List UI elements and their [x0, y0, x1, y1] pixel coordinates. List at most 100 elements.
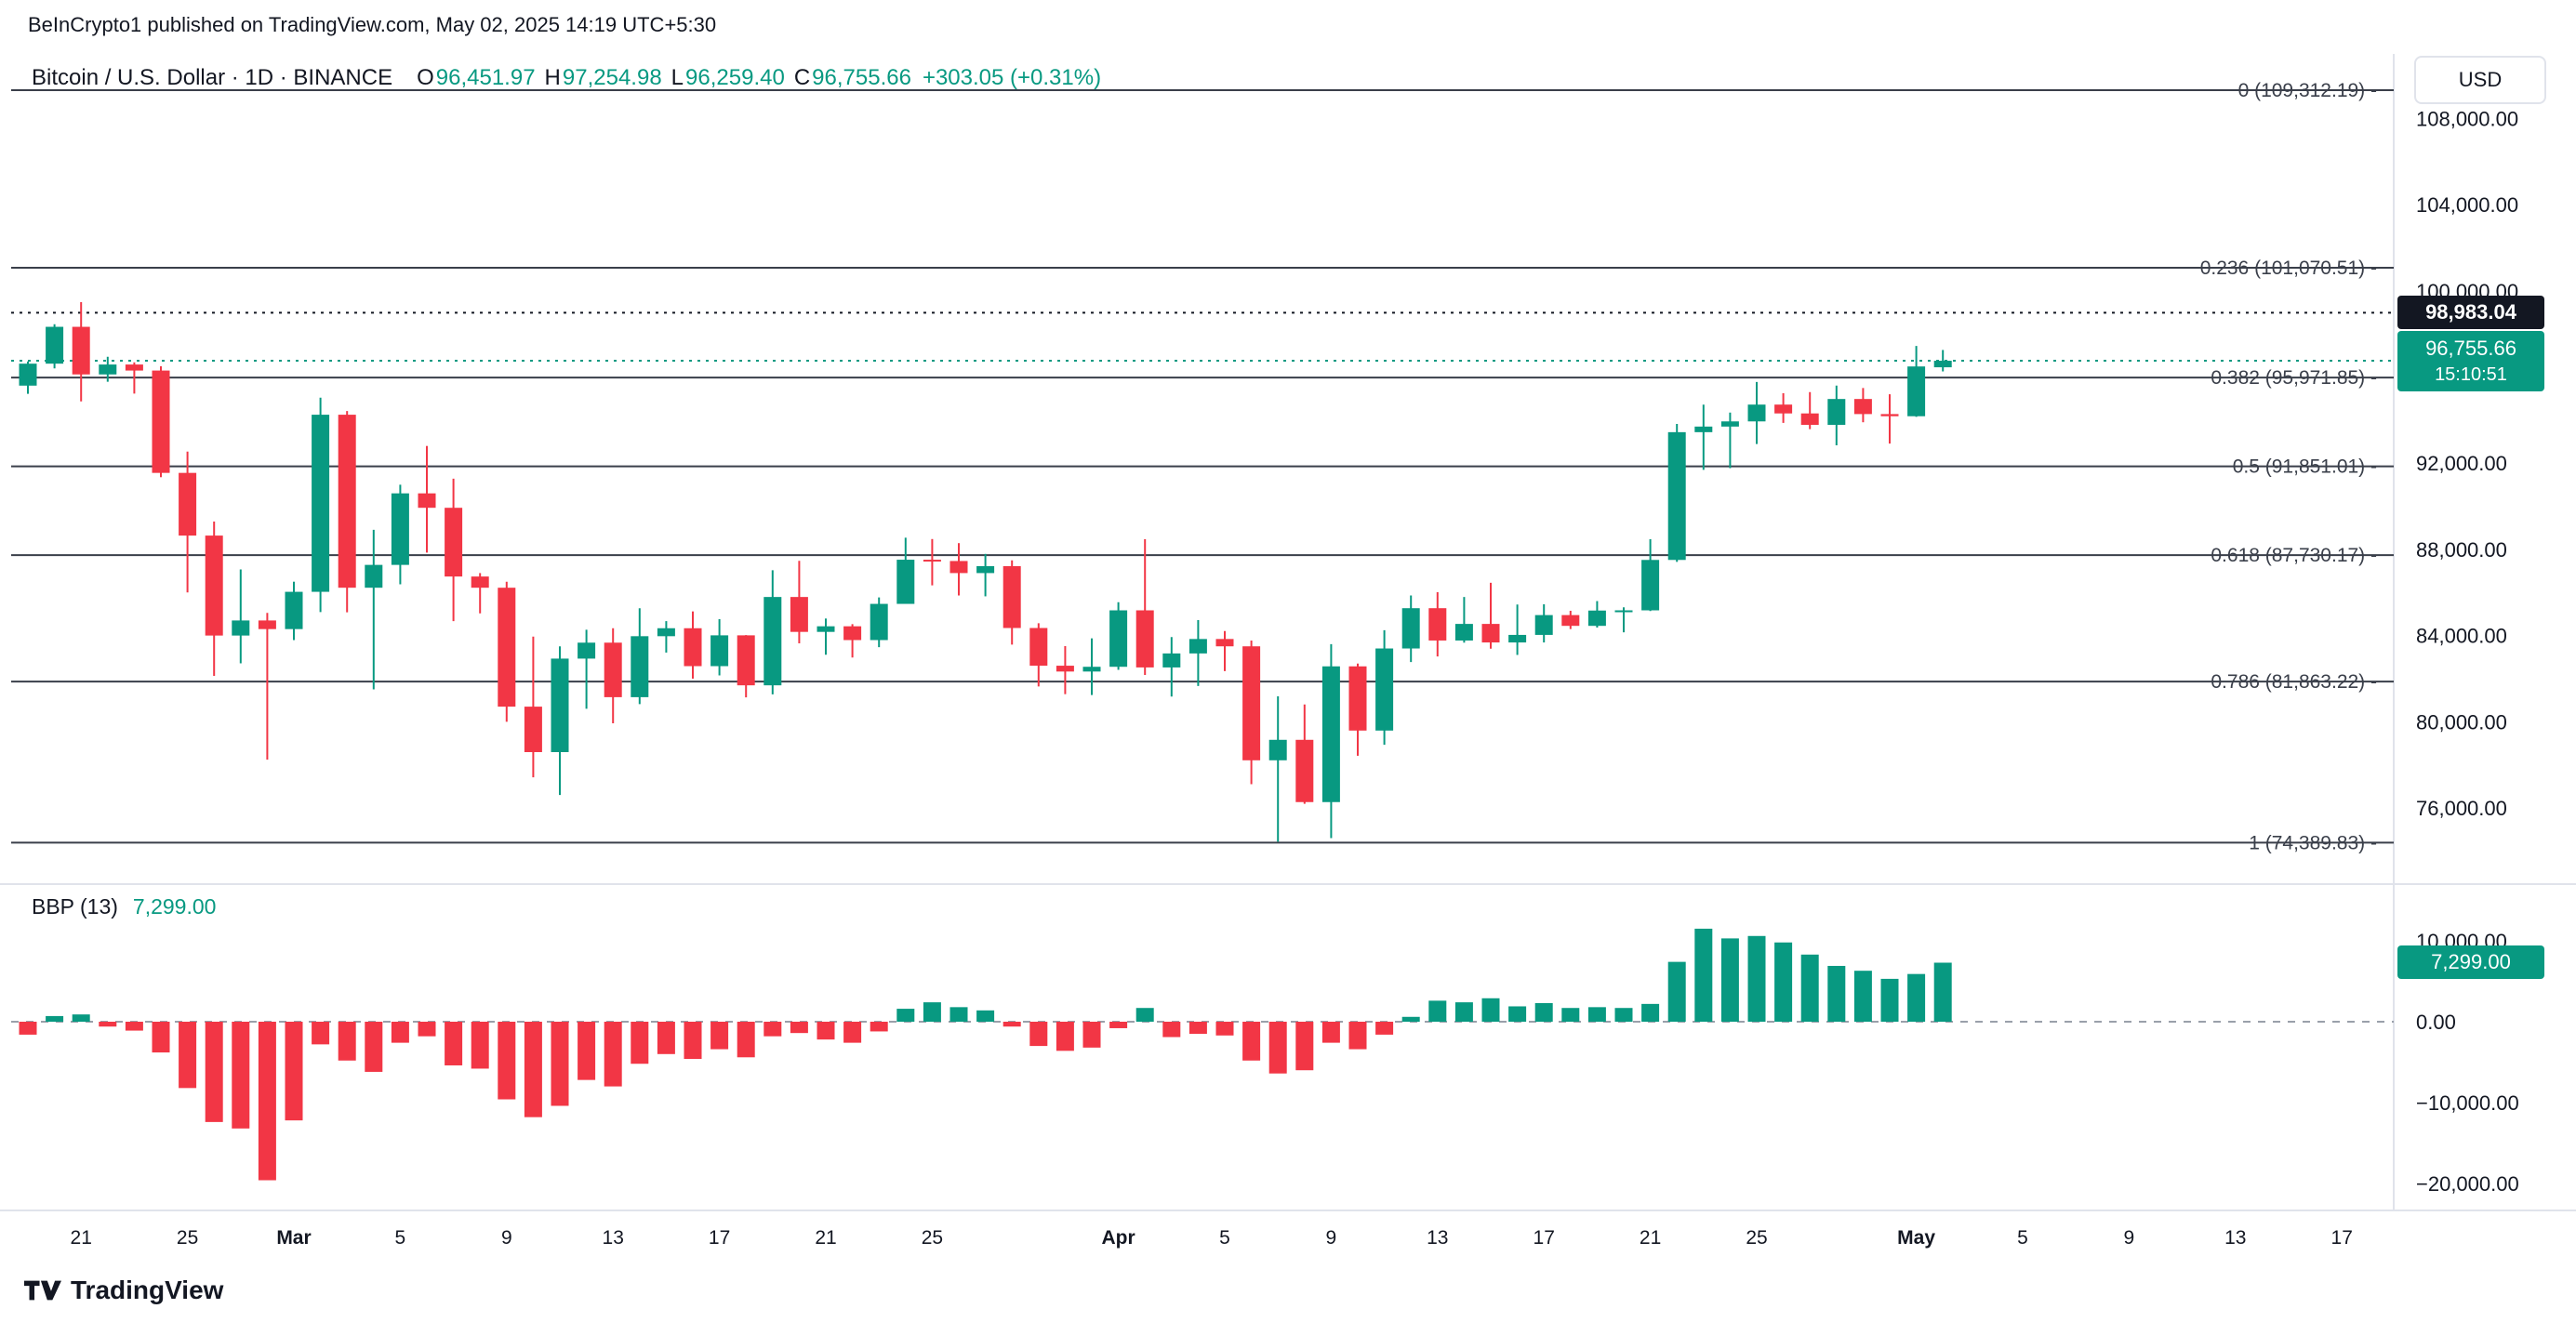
- candle-body: [1029, 628, 1048, 667]
- time-axis-label: 25: [177, 1227, 198, 1249]
- fib-level-label: 0 (109,312.19) -: [2238, 80, 2377, 101]
- candle-body: [764, 597, 782, 686]
- candle-body: [843, 626, 862, 641]
- candle-body: [684, 628, 702, 667]
- bbp-bar: [1135, 1008, 1154, 1022]
- bbp-bar: [205, 1022, 223, 1122]
- bbp-bar: [1614, 1008, 1633, 1022]
- bbp-bar: [817, 1022, 835, 1040]
- bbp-bar: [1428, 1000, 1447, 1022]
- indicator-axis-label: −10,000.00: [2416, 1091, 2519, 1115]
- candle-body: [1215, 639, 1234, 647]
- bbp-bar: [125, 1022, 143, 1031]
- candle-body: [1401, 608, 1420, 649]
- fib-level-label: 0.786 (81,863.22) -: [2211, 671, 2377, 693]
- candle-body: [1614, 610, 1633, 613]
- candle-body: [391, 493, 409, 565]
- fib-level-label: 0.5 (91,851.01) -: [2233, 456, 2377, 478]
- bbp-bar: [790, 1022, 808, 1034]
- bbp-bar: [1720, 938, 1739, 1022]
- candle-body: [949, 561, 968, 574]
- bbp-bar: [1534, 1002, 1553, 1022]
- candle-body: [1667, 431, 1686, 561]
- candle-body: [1082, 667, 1101, 672]
- bbp-bar: [1401, 1016, 1420, 1022]
- candle-body: [631, 636, 649, 697]
- bbp-bar: [258, 1022, 276, 1181]
- bbp-bar: [710, 1022, 729, 1050]
- current-price-badge: 96,755.66 15:10:51: [2397, 331, 2544, 391]
- bbp-bar: [1268, 1022, 1287, 1074]
- bbp-bar: [1109, 1022, 1128, 1028]
- bbp-bar: [1561, 1008, 1580, 1022]
- candle-body: [365, 564, 383, 588]
- time-axis-label: 17: [1534, 1227, 1555, 1249]
- attribution-text: BeInCrypto1 published on TradingView.com…: [28, 13, 717, 36]
- bbp-bar: [976, 1010, 995, 1022]
- time-axis-label: 13: [1427, 1227, 1448, 1249]
- symbol-name: Bitcoin / U.S. Dollar · 1D · BINANCE: [32, 65, 393, 90]
- tradingview-logo[interactable]: TradingView: [24, 1276, 223, 1305]
- price-axis-label: 104,000.00: [2416, 193, 2518, 217]
- candle-body: [1481, 624, 1500, 643]
- candle-body: [445, 508, 463, 577]
- current-price-value: 96,755.66: [2425, 337, 2516, 360]
- price-axis-label: 88,000.00: [2416, 538, 2507, 562]
- candle-body: [1508, 634, 1527, 643]
- price-axis-label: 92,000.00: [2416, 452, 2507, 475]
- bbp-bar: [1321, 1022, 1340, 1043]
- time-axis-label: Apr: [1102, 1227, 1135, 1249]
- bbp-bar: [1641, 1003, 1660, 1022]
- bbp-bar: [737, 1022, 755, 1058]
- time-axis-label: 5: [2017, 1227, 2028, 1249]
- candle-body: [1321, 666, 1340, 802]
- currency-toggle-button[interactable]: USD: [2414, 56, 2546, 104]
- symbol-legend[interactable]: Bitcoin / U.S. Dollar · 1D · BINANCE O96,…: [32, 65, 1101, 91]
- time-axis-label: 13: [2224, 1227, 2246, 1249]
- bbp-bar: [418, 1022, 436, 1037]
- bbp-bar: [285, 1022, 303, 1121]
- bbp-bar: [19, 1022, 37, 1035]
- time-axis-label: 21: [71, 1227, 92, 1249]
- candle-body: [125, 364, 143, 371]
- bbp-bar: [1747, 935, 1766, 1022]
- bbp-bar: [578, 1022, 596, 1080]
- candle-body: [1561, 615, 1580, 627]
- candle-body: [1242, 646, 1261, 760]
- bbp-bar: [657, 1022, 675, 1054]
- candle-body: [418, 493, 436, 509]
- candle-body: [179, 472, 197, 536]
- candle-body: [1428, 608, 1447, 641]
- close-label: C: [793, 65, 811, 90]
- candle-body: [99, 364, 117, 375]
- indicator-legend[interactable]: BBP (13) 7,299.00: [32, 894, 216, 919]
- bbp-bar: [1188, 1022, 1207, 1035]
- bbp-bar: [631, 1022, 649, 1064]
- low-value: 96,259.40: [685, 65, 785, 90]
- bbp-bar: [1295, 1022, 1314, 1071]
- bbp-bar: [1056, 1022, 1074, 1051]
- bbp-bar: [1774, 942, 1793, 1022]
- bbp-bar: [72, 1014, 90, 1022]
- time-axis-label: May: [1897, 1227, 1935, 1249]
- candle-body: [258, 620, 276, 629]
- time-axis-label: 21: [815, 1227, 836, 1249]
- bbp-bar: [1003, 1022, 1021, 1027]
- candle-body: [72, 326, 90, 375]
- candle-body: [1188, 639, 1207, 654]
- bbp-bar: [1853, 971, 1872, 1022]
- candle-body: [1907, 366, 1926, 416]
- bbp-bar: [1242, 1022, 1261, 1061]
- indicator-axis-label: −20,000.00: [2416, 1172, 2519, 1196]
- bbp-bar: [232, 1022, 250, 1129]
- candle-body: [1880, 414, 1899, 416]
- candle-body: [604, 642, 622, 697]
- time-axis-label: 25: [1746, 1227, 1767, 1249]
- bbp-bar: [445, 1022, 463, 1065]
- time-axis-label: 17: [709, 1227, 730, 1249]
- candle-body: [1135, 610, 1154, 668]
- candle-body: [737, 635, 755, 686]
- bbp-bar: [843, 1022, 862, 1043]
